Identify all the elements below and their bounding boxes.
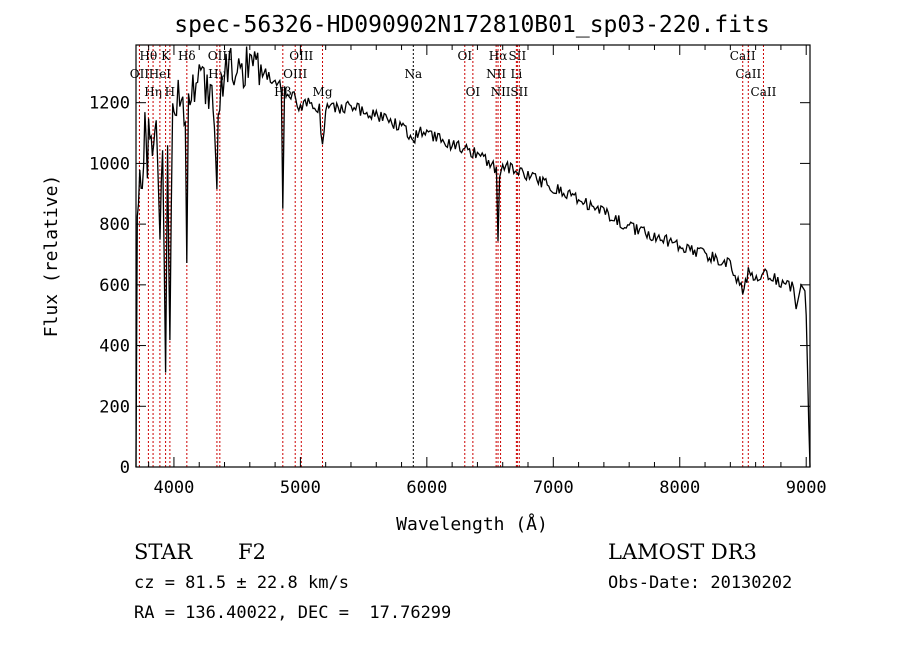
line-label: Mg (313, 85, 333, 99)
y-axis-label: Flux (relative) (41, 175, 62, 338)
line-label: NII (491, 85, 511, 99)
obs-date: Obs-Date: 20130202 (608, 573, 793, 593)
line-label: HeI (149, 67, 172, 81)
line-label: Hη (144, 85, 162, 99)
y-tick-label: 400 (99, 337, 130, 357)
line-label: CaII (751, 85, 777, 99)
line-label: SII (510, 85, 528, 99)
line-label: K (161, 49, 171, 63)
x-tick-label: 6000 (406, 478, 447, 498)
line-label: OIII (283, 67, 307, 81)
y-tick-label: 1000 (89, 154, 130, 174)
x-axis-label: Wavelength (Å) (396, 513, 548, 535)
y-tick-label: 1200 (89, 94, 130, 114)
x-tick-label: 9000 (786, 478, 827, 498)
x-tick-label: 5000 (280, 478, 321, 498)
line-label: CaII (735, 67, 761, 81)
line-label: SII (509, 49, 527, 63)
line-label: OII (130, 67, 150, 81)
line-label: Hθ (140, 49, 158, 63)
object-class: STAR (134, 540, 193, 564)
coordinates-text: RA = 136.40022, DEC = 17.76299 (134, 603, 452, 623)
redshift-text: cz = 81.5 ± 22.8 km/s (134, 573, 349, 593)
line-label: Hδ (178, 49, 196, 63)
survey-label: LAMOST DR3 (608, 540, 757, 564)
chart-title: spec-56326-HD090902N172810B01_sp03-220.f… (174, 12, 769, 38)
line-label: OI (466, 85, 481, 99)
x-tick-label: 8000 (659, 478, 700, 498)
line-label: Na (404, 67, 422, 81)
object-subclass: F2 (238, 540, 266, 564)
spectrum-line (135, 46, 811, 468)
line-label: OI (457, 49, 472, 63)
y-tick-label: 800 (99, 215, 130, 235)
line-label: Li (510, 67, 522, 81)
y-tick-label: 600 (99, 276, 130, 296)
x-tick-label: 7000 (533, 478, 574, 498)
y-tick-label: 200 (99, 397, 130, 417)
line-label: Hα (489, 49, 508, 63)
line-label: Hγ (208, 67, 226, 81)
plot-frame (135, 44, 811, 468)
line-label: CaII (730, 49, 756, 63)
y-tick-label: 0 (120, 458, 130, 478)
line-label: OIII (289, 49, 313, 63)
x-tick-label: 4000 (153, 478, 194, 498)
line-label: NII (486, 67, 506, 81)
line-label: H (165, 85, 175, 99)
